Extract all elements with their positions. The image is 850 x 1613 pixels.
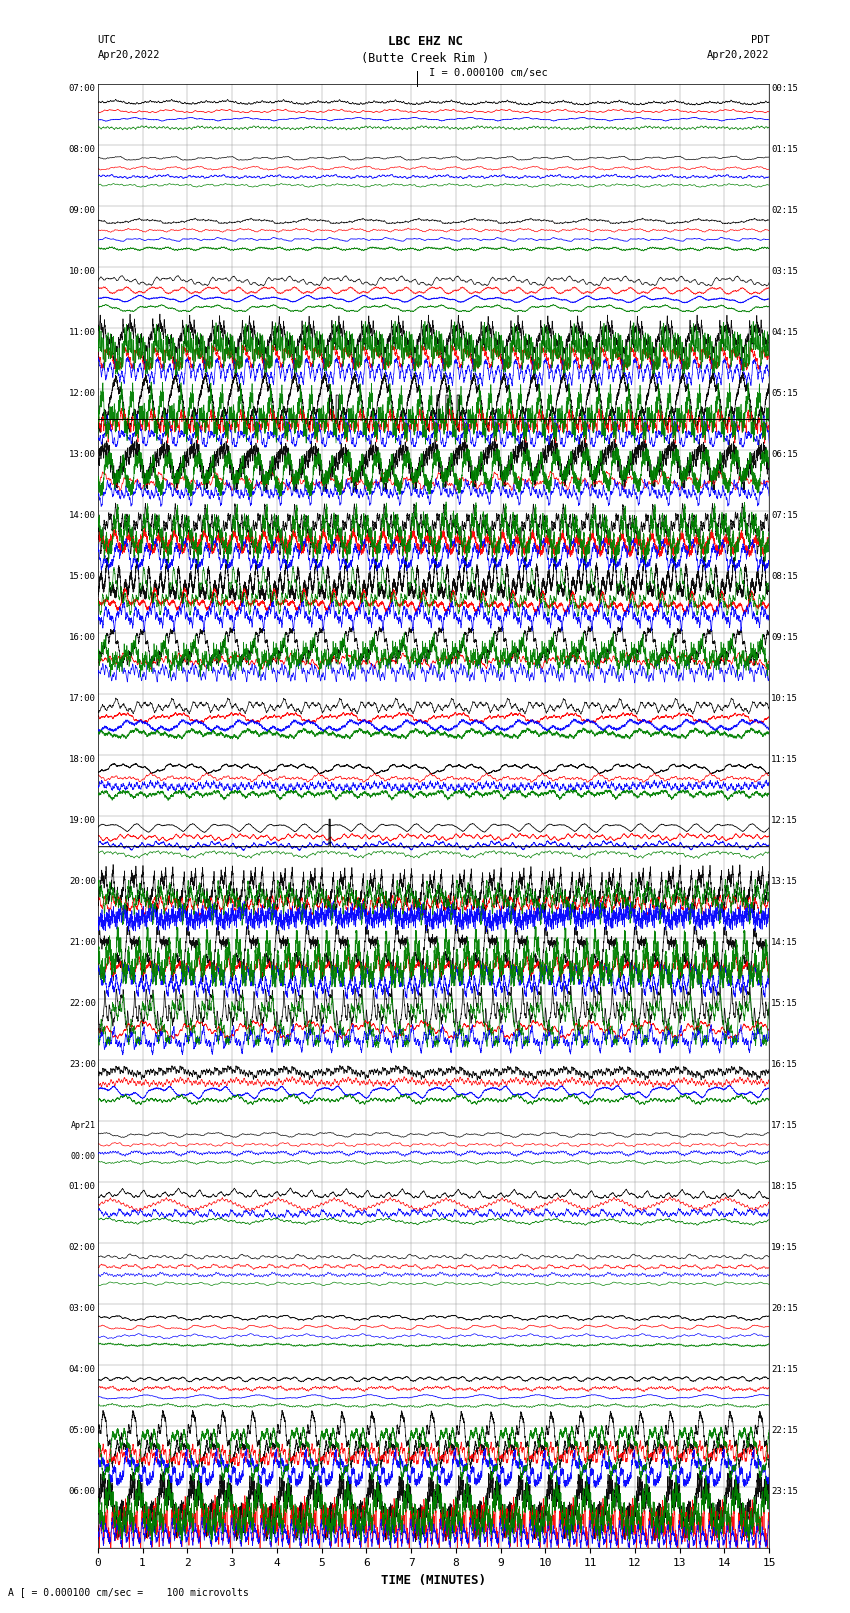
Text: UTC: UTC	[98, 35, 116, 45]
Text: 18:00: 18:00	[69, 755, 96, 765]
Text: 23:00: 23:00	[69, 1060, 96, 1069]
Text: Apr20,2022: Apr20,2022	[98, 50, 161, 60]
Text: 17:00: 17:00	[69, 694, 96, 703]
X-axis label: TIME (MINUTES): TIME (MINUTES)	[381, 1574, 486, 1587]
Text: 13:00: 13:00	[69, 450, 96, 460]
Text: 12:15: 12:15	[771, 816, 798, 826]
Text: 03:00: 03:00	[69, 1305, 96, 1313]
Text: 12:00: 12:00	[69, 389, 96, 398]
Text: 13:15: 13:15	[771, 877, 798, 886]
Text: LBC EHZ NC: LBC EHZ NC	[388, 35, 462, 48]
Text: 09:00: 09:00	[69, 206, 96, 215]
Text: 16:00: 16:00	[69, 632, 96, 642]
Text: 21:15: 21:15	[771, 1365, 798, 1374]
Text: A [ = 0.000100 cm/sec =    100 microvolts: A [ = 0.000100 cm/sec = 100 microvolts	[8, 1587, 249, 1597]
Text: PDT: PDT	[751, 35, 769, 45]
Text: 05:00: 05:00	[69, 1426, 96, 1436]
Text: 20:15: 20:15	[771, 1305, 798, 1313]
Text: I = 0.000100 cm/sec: I = 0.000100 cm/sec	[429, 68, 548, 77]
Text: 15:15: 15:15	[771, 1000, 798, 1008]
Text: 18:15: 18:15	[771, 1182, 798, 1192]
Text: 15:00: 15:00	[69, 573, 96, 581]
Text: 01:15: 01:15	[771, 145, 798, 153]
Text: 16:15: 16:15	[771, 1060, 798, 1069]
Text: 10:15: 10:15	[771, 694, 798, 703]
Text: 21:00: 21:00	[69, 939, 96, 947]
Text: 17:15: 17:15	[771, 1121, 798, 1131]
Text: Apr21: Apr21	[71, 1121, 96, 1131]
Text: 04:15: 04:15	[771, 327, 798, 337]
Text: 00:00: 00:00	[71, 1152, 96, 1161]
Text: 00:15: 00:15	[771, 84, 798, 94]
Text: 04:00: 04:00	[69, 1365, 96, 1374]
Text: 19:00: 19:00	[69, 816, 96, 826]
Text: 14:15: 14:15	[771, 939, 798, 947]
Text: 02:00: 02:00	[69, 1244, 96, 1252]
Text: 20:00: 20:00	[69, 877, 96, 886]
Text: 10:00: 10:00	[69, 266, 96, 276]
Text: 22:00: 22:00	[69, 1000, 96, 1008]
Text: 08:00: 08:00	[69, 145, 96, 153]
Text: 05:15: 05:15	[771, 389, 798, 398]
Text: 14:00: 14:00	[69, 511, 96, 519]
Text: 11:00: 11:00	[69, 327, 96, 337]
Text: (Butte Creek Rim ): (Butte Creek Rim )	[361, 52, 489, 65]
Text: 06:00: 06:00	[69, 1487, 96, 1497]
Text: 08:15: 08:15	[771, 573, 798, 581]
Text: 09:15: 09:15	[771, 632, 798, 642]
Text: 03:15: 03:15	[771, 266, 798, 276]
Text: 02:15: 02:15	[771, 206, 798, 215]
Text: 07:00: 07:00	[69, 84, 96, 94]
Text: 01:00: 01:00	[69, 1182, 96, 1192]
Text: 19:15: 19:15	[771, 1244, 798, 1252]
Text: 23:15: 23:15	[771, 1487, 798, 1497]
Text: 06:15: 06:15	[771, 450, 798, 460]
Text: 07:15: 07:15	[771, 511, 798, 519]
Text: 11:15: 11:15	[771, 755, 798, 765]
Text: Apr20,2022: Apr20,2022	[706, 50, 769, 60]
Text: 22:15: 22:15	[771, 1426, 798, 1436]
